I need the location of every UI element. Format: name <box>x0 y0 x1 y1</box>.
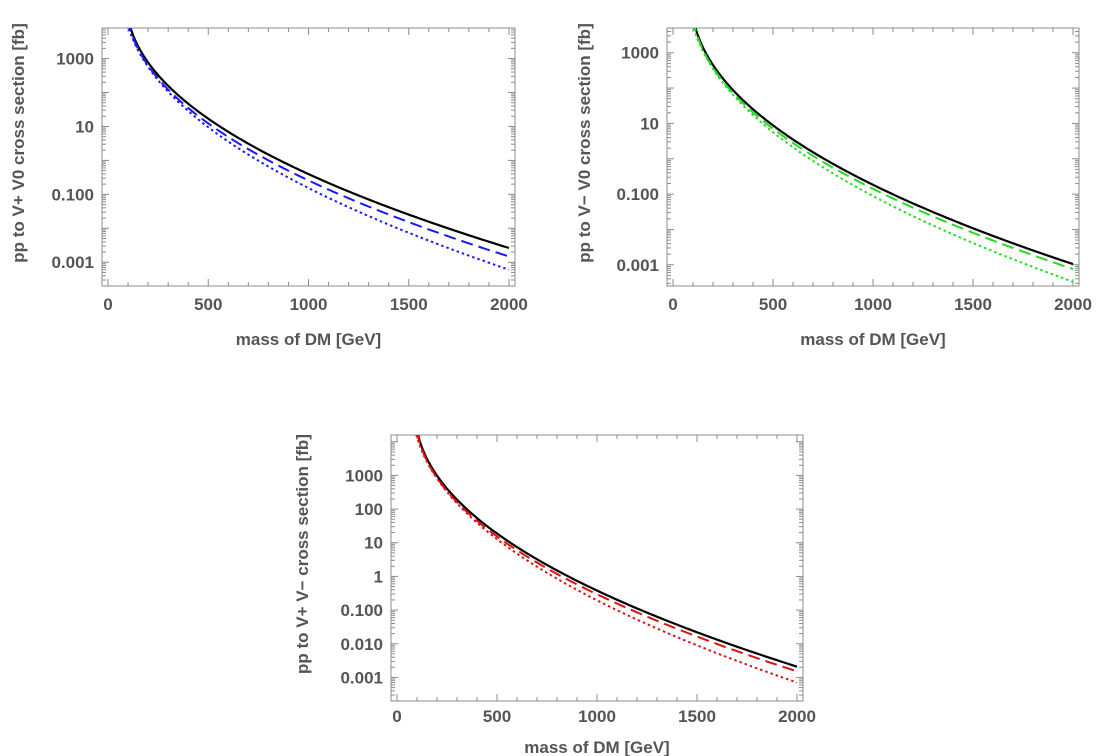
y-tick-label: 0.100 <box>616 185 659 204</box>
y-tick-label: 100 <box>355 500 383 519</box>
series-line-dashed <box>128 28 510 258</box>
x-tick-label: 0 <box>392 707 401 726</box>
y-axis-label: pp to V+ V0 cross section [fb] <box>9 23 28 262</box>
series-line-solid <box>694 28 1074 266</box>
series-line-solid <box>416 435 798 668</box>
x-tick-label: 1000 <box>854 295 892 314</box>
series-group <box>127 28 510 271</box>
x-axis-label: mass of DM [GeV] <box>236 330 381 349</box>
series-line-dotted <box>692 28 1074 283</box>
series-group <box>692 28 1074 283</box>
y-tick-label: 1000 <box>56 50 94 69</box>
y-tick-label: 0.100 <box>340 601 383 620</box>
y-tick-label: 10 <box>640 114 659 133</box>
series-group <box>415 435 798 684</box>
y-tick-label: 1000 <box>621 44 659 63</box>
x-tick-label: 2000 <box>1054 295 1092 314</box>
x-axis-label: mass of DM [GeV] <box>524 738 669 756</box>
x-tick-label: 1000 <box>578 707 616 726</box>
x-tick-label: 1500 <box>954 295 992 314</box>
y-tick-label: 0.001 <box>340 668 383 687</box>
y-tick-label: 0.001 <box>51 253 94 272</box>
chart-v-minus-v0: 0 500 1000 1500 2000 1000 10 0.100 0.001 mass of … <box>575 23 1092 349</box>
y-tick-label: 10 <box>364 534 383 553</box>
plot-frame <box>390 434 804 702</box>
x-tick-label: 1500 <box>678 707 716 726</box>
y-tick-label: 10 <box>75 117 94 136</box>
x-tick-label: 2000 <box>778 707 816 726</box>
y-tick-label: 0.010 <box>340 635 383 654</box>
y-axis-label: pp to V− V0 cross section [fb] <box>575 23 594 262</box>
x-tick-label: 0 <box>668 295 677 314</box>
chart-panel-bottom: 0 500 1000 1500 2000 1000 100 10 1 0.100 0.010 0.00… <box>280 385 840 756</box>
x-tick-label: 500 <box>759 295 787 314</box>
y-axis-label: pp to V+ V− cross section [fb] <box>293 434 312 674</box>
y-tick-label: 1 <box>374 567 383 586</box>
series-line-dashed <box>416 435 798 673</box>
x-tick-label: 1000 <box>290 295 328 314</box>
chart-v-plus-v0: 0 500 1000 1500 2000 1000 10 0.100 0.001 mass of … <box>9 23 528 349</box>
chart-v-plus-v-minus: 0 500 1000 1500 2000 1000 100 10 1 0.100 0.010 0.00… <box>293 434 816 756</box>
plot-frame <box>666 27 1080 287</box>
y-tick-label: 0.100 <box>51 185 94 204</box>
x-tick-label: 2000 <box>490 295 528 314</box>
series-line-dashed <box>693 28 1074 270</box>
series-line-solid <box>129 28 510 250</box>
x-tick-label: 500 <box>483 707 511 726</box>
plot-frame <box>101 27 516 287</box>
series-line-dotted <box>127 28 510 271</box>
x-tick-label: 500 <box>194 295 222 314</box>
chart-panel-top-right: 0 500 1000 1500 2000 1000 10 0.100 0.001 mass of … <box>570 0 1100 360</box>
chart-panel-top-left: 0 500 1000 1500 2000 1000 10 0.100 0.001 mass of … <box>0 0 530 360</box>
x-axis-label: mass of DM [GeV] <box>800 330 945 349</box>
series-line-dotted <box>415 435 798 684</box>
x-tick-label: 0 <box>103 295 112 314</box>
y-tick-label: 1000 <box>345 466 383 485</box>
x-tick-label: 1500 <box>390 295 428 314</box>
y-tick-label: 0.001 <box>616 256 659 275</box>
